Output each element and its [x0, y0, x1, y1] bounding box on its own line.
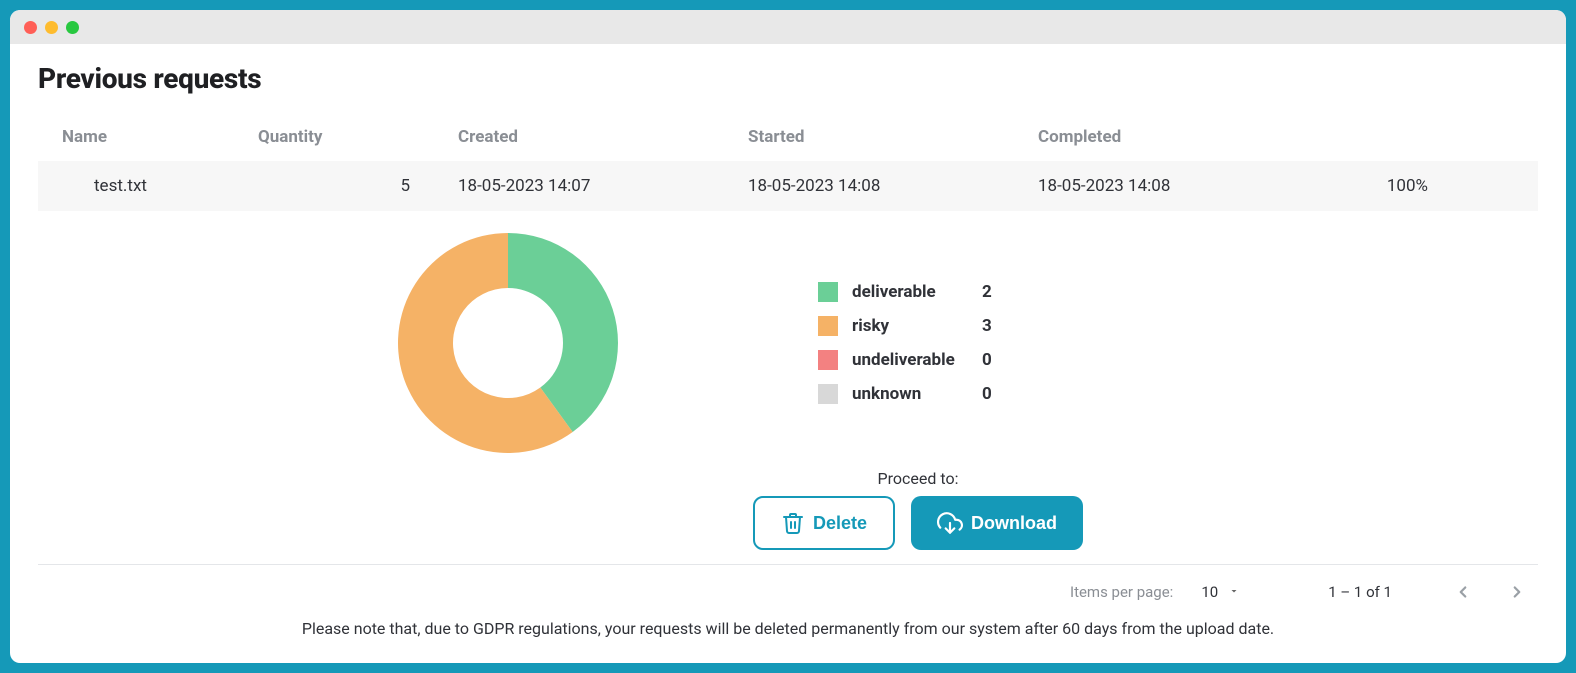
col-name: Name	[38, 117, 258, 161]
page-size-value: 10	[1201, 583, 1218, 601]
actions-area: Proceed to: Delete	[38, 469, 1538, 550]
legend-label-deliverable: deliverable	[852, 282, 982, 302]
delete-button-label: Delete	[813, 513, 867, 534]
legend-swatch-deliverable	[818, 282, 838, 302]
legend-label-risky: risky	[852, 316, 982, 336]
legend-value-deliverable: 2	[982, 282, 1002, 302]
legend-item-unknown: unknown 0	[818, 384, 1002, 404]
window-titlebar	[10, 10, 1566, 44]
chevron-down-icon	[1228, 583, 1240, 601]
col-completed: Completed	[1038, 117, 1328, 161]
row-detail-panel: deliverable 2 risky 3 undeliverable 0 un…	[38, 211, 1538, 463]
items-per-page-label: Items per page:	[1070, 583, 1173, 601]
col-percent	[1328, 127, 1538, 151]
legend-label-unknown: unknown	[852, 384, 982, 404]
legend-value-unknown: 0	[982, 384, 1002, 404]
page-title: Previous requests	[38, 62, 1538, 95]
legend-label-undeliverable: undeliverable	[852, 350, 982, 370]
cell-started: 18-05-2023 14:08	[748, 176, 1038, 196]
legend-value-undeliverable: 0	[982, 350, 1002, 370]
col-started: Started	[748, 117, 1038, 161]
chevron-right-icon	[1508, 583, 1526, 601]
page-range: 1 – 1 of 1	[1328, 583, 1392, 601]
legend-swatch-undeliverable	[818, 350, 838, 370]
download-button-label: Download	[971, 513, 1057, 534]
trash-icon	[781, 511, 805, 535]
gdpr-footer-note: Please note that, due to GDPR regulation…	[38, 619, 1538, 644]
next-page-button[interactable]	[1504, 579, 1530, 605]
cell-percent: 100%	[1328, 176, 1538, 196]
window-minimize-dot[interactable]	[45, 21, 58, 34]
download-icon	[937, 510, 963, 536]
chart-legend: deliverable 2 risky 3 undeliverable 0 un…	[818, 282, 1002, 404]
window-close-dot[interactable]	[24, 21, 37, 34]
col-quantity: Quantity	[258, 117, 458, 161]
paginator: Items per page: 10 1 – 1 of 1	[38, 565, 1538, 619]
cell-completed: 18-05-2023 14:08	[1038, 176, 1328, 196]
page-size-select[interactable]: 10	[1201, 583, 1240, 601]
legend-item-deliverable: deliverable 2	[818, 282, 1002, 302]
legend-item-undeliverable: undeliverable 0	[818, 350, 1002, 370]
donut-chart	[398, 233, 618, 453]
legend-value-risky: 3	[982, 316, 1002, 336]
cell-name: test.txt	[38, 176, 258, 196]
proceed-label: Proceed to:	[878, 469, 959, 488]
prev-page-button[interactable]	[1450, 579, 1476, 605]
cell-quantity: 5	[258, 176, 458, 196]
legend-swatch-unknown	[818, 384, 838, 404]
requests-table: Name Quantity Created Started Completed …	[38, 117, 1538, 211]
cell-created: 18-05-2023 14:07	[458, 176, 748, 196]
legend-swatch-risky	[818, 316, 838, 336]
table-header-row: Name Quantity Created Started Completed	[38, 117, 1538, 161]
chevron-left-icon	[1454, 583, 1472, 601]
table-row[interactable]: test.txt 5 18-05-2023 14:07 18-05-2023 1…	[38, 161, 1538, 211]
download-button[interactable]: Download	[911, 496, 1083, 550]
legend-item-risky: risky 3	[818, 316, 1002, 336]
app-window: Previous requests Name Quantity Created …	[10, 10, 1566, 663]
delete-button[interactable]: Delete	[753, 496, 895, 550]
window-zoom-dot[interactable]	[66, 21, 79, 34]
content-area: Previous requests Name Quantity Created …	[10, 44, 1566, 663]
col-created: Created	[458, 117, 748, 161]
